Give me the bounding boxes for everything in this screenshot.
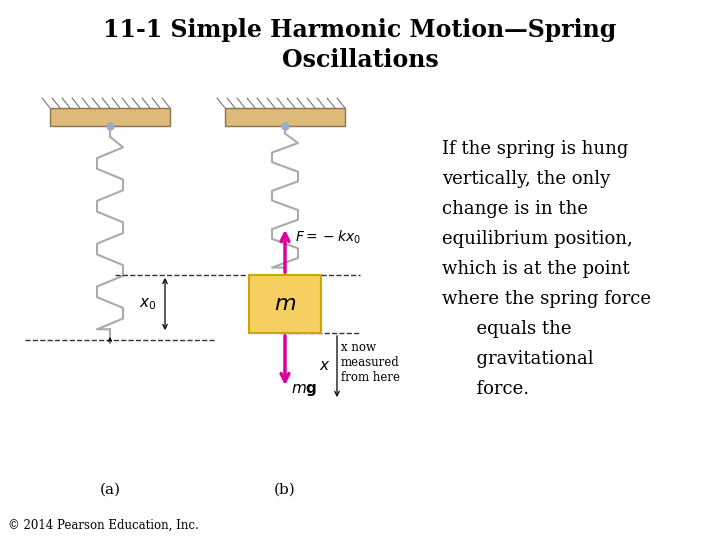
Text: Oscillations: Oscillations bbox=[282, 48, 438, 72]
Text: 11-1 Simple Harmonic Motion—Spring: 11-1 Simple Harmonic Motion—Spring bbox=[104, 18, 616, 42]
Bar bbox=[50, 108, 170, 126]
Text: gravitational: gravitational bbox=[442, 350, 593, 368]
Text: (b): (b) bbox=[274, 483, 296, 497]
Text: $F = -kx_0$: $F = -kx_0$ bbox=[295, 228, 361, 246]
Text: equals the: equals the bbox=[442, 320, 572, 338]
Text: which is at the point: which is at the point bbox=[442, 260, 629, 278]
Text: where the spring force: where the spring force bbox=[442, 290, 651, 308]
Text: $m\mathbf{g}$: $m\mathbf{g}$ bbox=[291, 382, 318, 398]
Text: vertically, the only: vertically, the only bbox=[442, 170, 611, 188]
Text: x now
measured
from here: x now measured from here bbox=[341, 341, 400, 384]
Text: (a): (a) bbox=[99, 483, 120, 497]
Text: force.: force. bbox=[442, 380, 529, 398]
Text: $x_0$: $x_0$ bbox=[140, 296, 157, 312]
Bar bbox=[225, 108, 345, 126]
Text: equilibrium position,: equilibrium position, bbox=[442, 230, 633, 248]
Text: If the spring is hung: If the spring is hung bbox=[442, 140, 629, 158]
Text: © 2014 Pearson Education, Inc.: © 2014 Pearson Education, Inc. bbox=[8, 519, 199, 532]
Text: change is in the: change is in the bbox=[442, 200, 588, 218]
Text: $x$: $x$ bbox=[320, 360, 331, 374]
Bar bbox=[249, 275, 321, 333]
Text: $m$: $m$ bbox=[274, 293, 296, 315]
